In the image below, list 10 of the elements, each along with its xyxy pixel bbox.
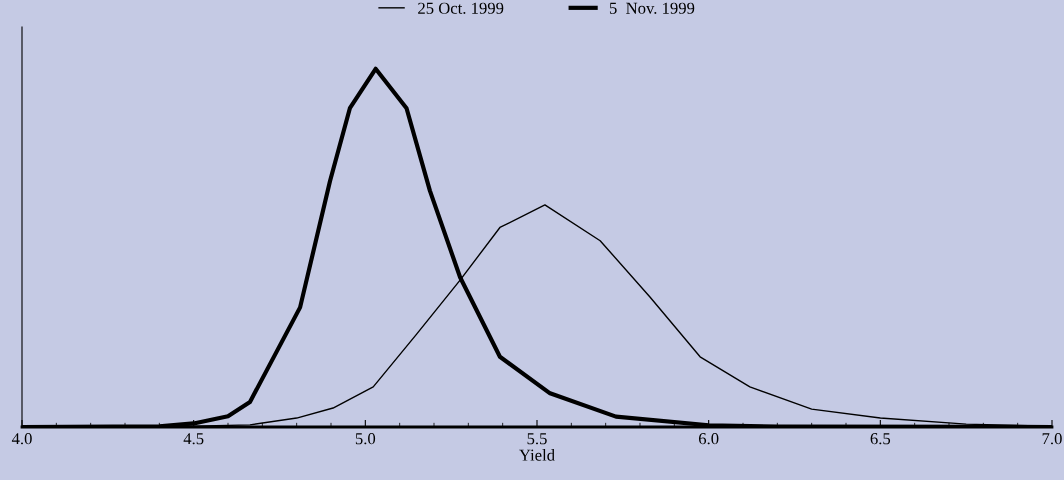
x-tick-label: 4.5 — [183, 433, 204, 445]
x-tick-label: 6.0 — [698, 433, 719, 445]
legend-label: 5 Nov. 1999 — [609, 2, 695, 14]
x-tick-label: 6.5 — [870, 433, 891, 445]
x-tick-label: 5.5 — [527, 433, 547, 445]
legend-label: 25 Oct. 1999 — [418, 2, 504, 14]
x-tick-label: 7.0 — [1042, 433, 1062, 445]
x-tick-label: 5.0 — [355, 433, 376, 445]
x-tick-label: 4.0 — [11, 433, 32, 445]
x-axis-title: Yield — [519, 449, 555, 461]
